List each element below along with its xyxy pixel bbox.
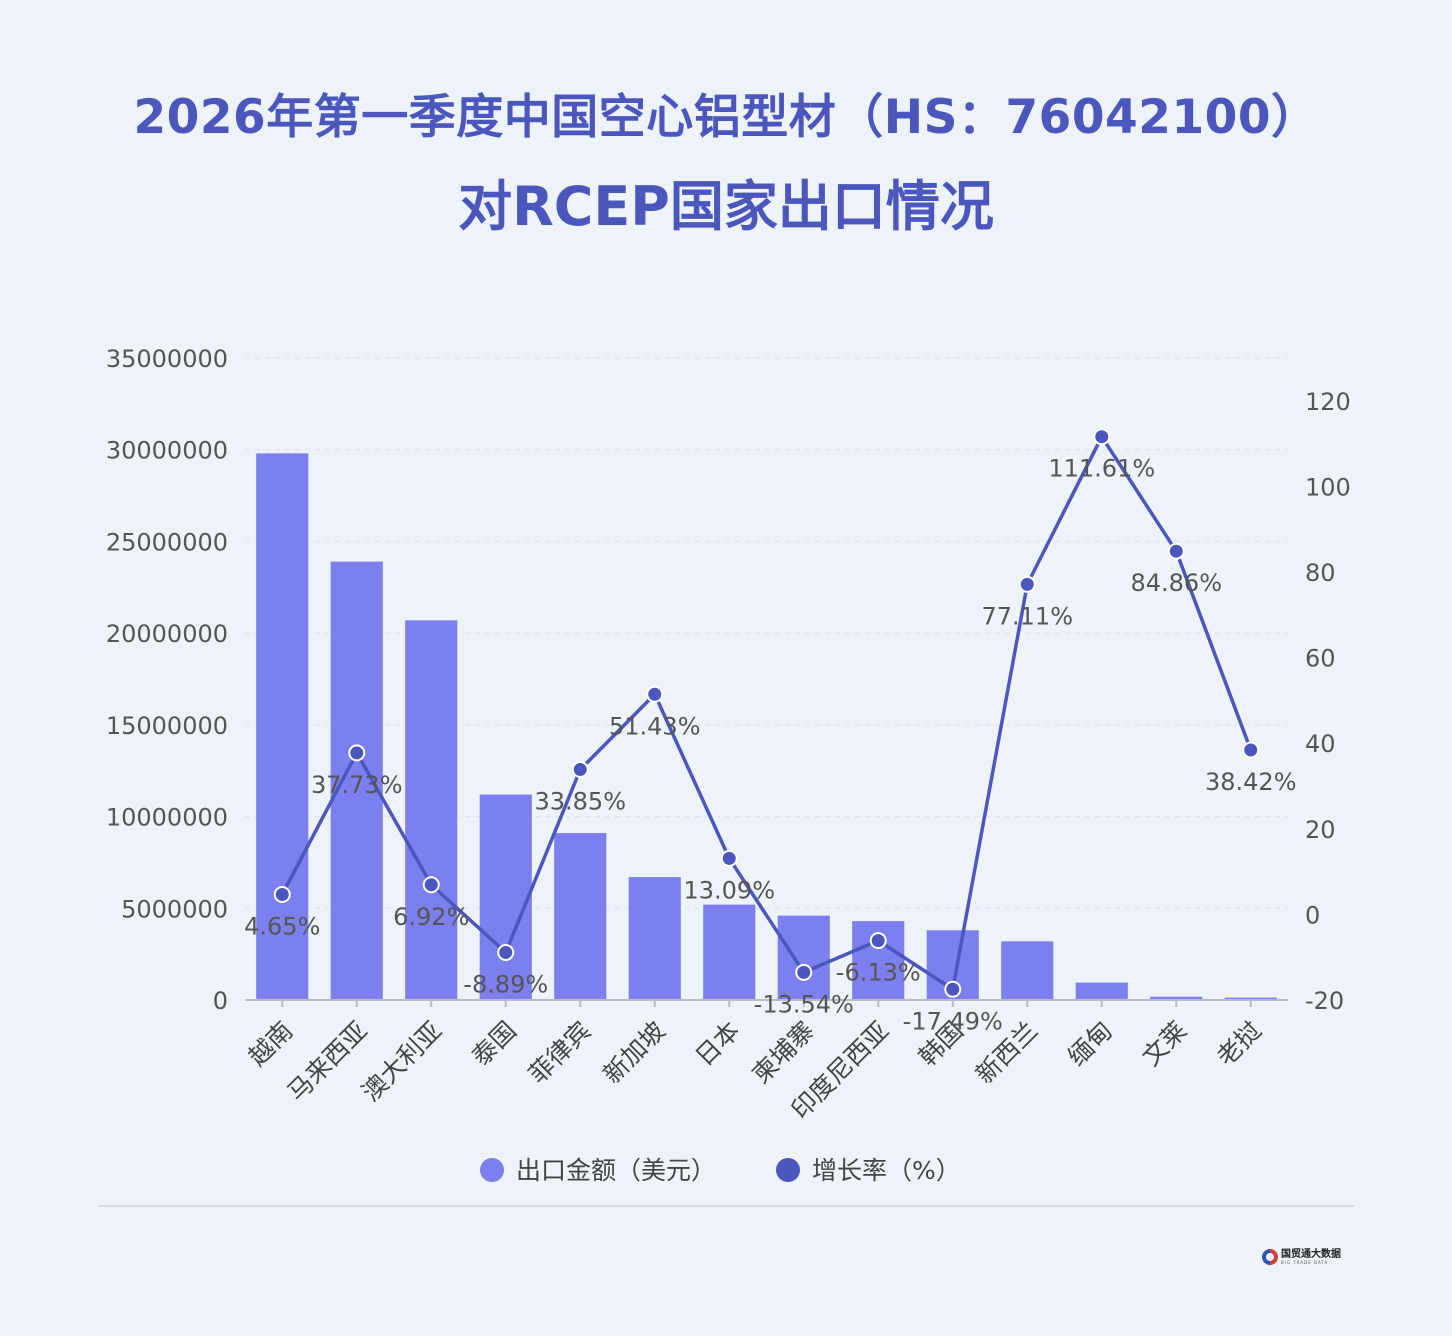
line-data-label: 111.61% xyxy=(1048,455,1155,483)
line-data-label: 38.42% xyxy=(1205,768,1297,796)
legend-label-bar: 出口金额（美元） xyxy=(516,1156,716,1185)
line-data-label: -6.13% xyxy=(836,959,921,987)
line-point[interactable] xyxy=(497,943,515,961)
bar[interactable] xyxy=(1075,982,1128,1000)
line-point[interactable] xyxy=(1018,575,1036,593)
line-point[interactable] xyxy=(944,980,962,998)
left-tick-label: 30000000 xyxy=(106,437,228,465)
line-data-label: 6.92% xyxy=(393,903,469,931)
right-tick-label: -20 xyxy=(1305,987,1344,1015)
gridlines xyxy=(245,357,1288,909)
bar[interactable] xyxy=(703,904,756,1000)
line-data-label: 4.65% xyxy=(244,912,320,940)
bar[interactable] xyxy=(256,453,309,1001)
line-series xyxy=(273,428,1260,998)
bar[interactable] xyxy=(777,915,830,1000)
category-label: 柬埔寨 xyxy=(746,1016,820,1090)
category-label: 澳大利亚 xyxy=(356,1016,447,1107)
line-data-label: 37.73% xyxy=(311,771,403,799)
logo-text-en: BIG TRADE DATA xyxy=(1281,1259,1329,1265)
category-label: 老挝 xyxy=(1211,1016,1267,1072)
bar[interactable] xyxy=(554,833,607,1000)
line-point[interactable] xyxy=(571,761,589,779)
bar[interactable] xyxy=(479,794,532,1000)
bar-series xyxy=(256,453,1277,1001)
chart-title-line2: 对RCEP国家出口情况 xyxy=(458,175,994,238)
right-tick-label: 60 xyxy=(1305,645,1336,673)
logo-icon xyxy=(1262,1249,1278,1265)
logo-text-cn: 国贸通大数据 xyxy=(1281,1248,1341,1260)
left-tick-label: 5000000 xyxy=(121,895,228,923)
line-data-label: -13.54% xyxy=(754,990,854,1018)
line-data-label: 77.11% xyxy=(981,602,1073,630)
category-label: 马来西亚 xyxy=(282,1016,373,1107)
legend: 出口金额（美元） 增长率（%） xyxy=(480,1156,961,1185)
legend-label-line: 增长率（%） xyxy=(812,1156,961,1185)
line-point[interactable] xyxy=(348,744,366,762)
line-point[interactable] xyxy=(1167,542,1185,560)
line-point[interactable] xyxy=(869,932,887,950)
line-data-label: 51.43% xyxy=(609,712,701,740)
line-point[interactable] xyxy=(720,849,738,867)
left-axis: 0 5000000 10000000 15000000 20000000 25000000… xyxy=(106,345,228,1015)
left-tick-label: 25000000 xyxy=(106,528,228,556)
line-data-label: 13.09% xyxy=(683,876,775,904)
line-point[interactable] xyxy=(1242,741,1260,759)
right-tick-label: 20 xyxy=(1305,816,1336,844)
bar[interactable] xyxy=(405,620,458,1000)
left-tick-label: 15000000 xyxy=(106,712,228,740)
left-tick-label: 0 xyxy=(213,987,228,1015)
category-label: 新加坡 xyxy=(597,1016,671,1090)
category-label: 日本 xyxy=(690,1016,746,1072)
category-label: 缅甸 xyxy=(1062,1016,1118,1072)
right-tick-label: 120 xyxy=(1305,388,1351,416)
left-tick-label: 20000000 xyxy=(106,620,228,648)
line-data-label: -17.49% xyxy=(903,1007,1003,1035)
bar[interactable] xyxy=(1150,996,1203,1000)
line-point[interactable] xyxy=(1093,428,1111,446)
line-point[interactable] xyxy=(646,685,664,703)
category-label: 菲律宾 xyxy=(523,1016,597,1090)
right-tick-label: 100 xyxy=(1305,473,1351,501)
data-labels: 4.65% 37.73% 6.92% -8.89% 33.85% 51.43% 13.09%… xyxy=(244,455,1296,1036)
right-axis: -20 0 20 40 60 80 100 120 xyxy=(1305,388,1351,1015)
right-tick-label: 40 xyxy=(1305,730,1336,758)
left-tick-label: 35000000 xyxy=(106,345,228,373)
line-data-label: 84.86% xyxy=(1130,569,1222,597)
right-tick-label: 80 xyxy=(1305,559,1336,587)
line-point[interactable] xyxy=(273,885,291,903)
category-label: 越南 xyxy=(243,1016,299,1072)
chart-title-line1: 2026年第一季度中国空心铝型材（HS：76042100） xyxy=(133,90,1319,145)
line-data-label: -8.89% xyxy=(463,970,548,998)
line-data-label: 33.85% xyxy=(534,788,626,816)
bar[interactable] xyxy=(628,877,681,1000)
bar[interactable] xyxy=(1001,941,1054,1000)
bar[interactable] xyxy=(1224,997,1277,1000)
brand-logo: 国贸通大数据 BIG TRADE DATA xyxy=(1262,1246,1341,1268)
footer-divider xyxy=(98,1205,1354,1207)
legend-marker-bar xyxy=(480,1158,504,1182)
line-point[interactable] xyxy=(422,876,440,894)
left-tick-label: 10000000 xyxy=(106,804,228,832)
right-tick-label: 0 xyxy=(1305,901,1320,929)
growth-line xyxy=(280,434,1253,992)
category-label: 文莱 xyxy=(1137,1016,1193,1072)
line-point[interactable] xyxy=(795,963,813,981)
category-label: 泰国 xyxy=(466,1016,522,1072)
legend-marker-line xyxy=(776,1158,800,1182)
